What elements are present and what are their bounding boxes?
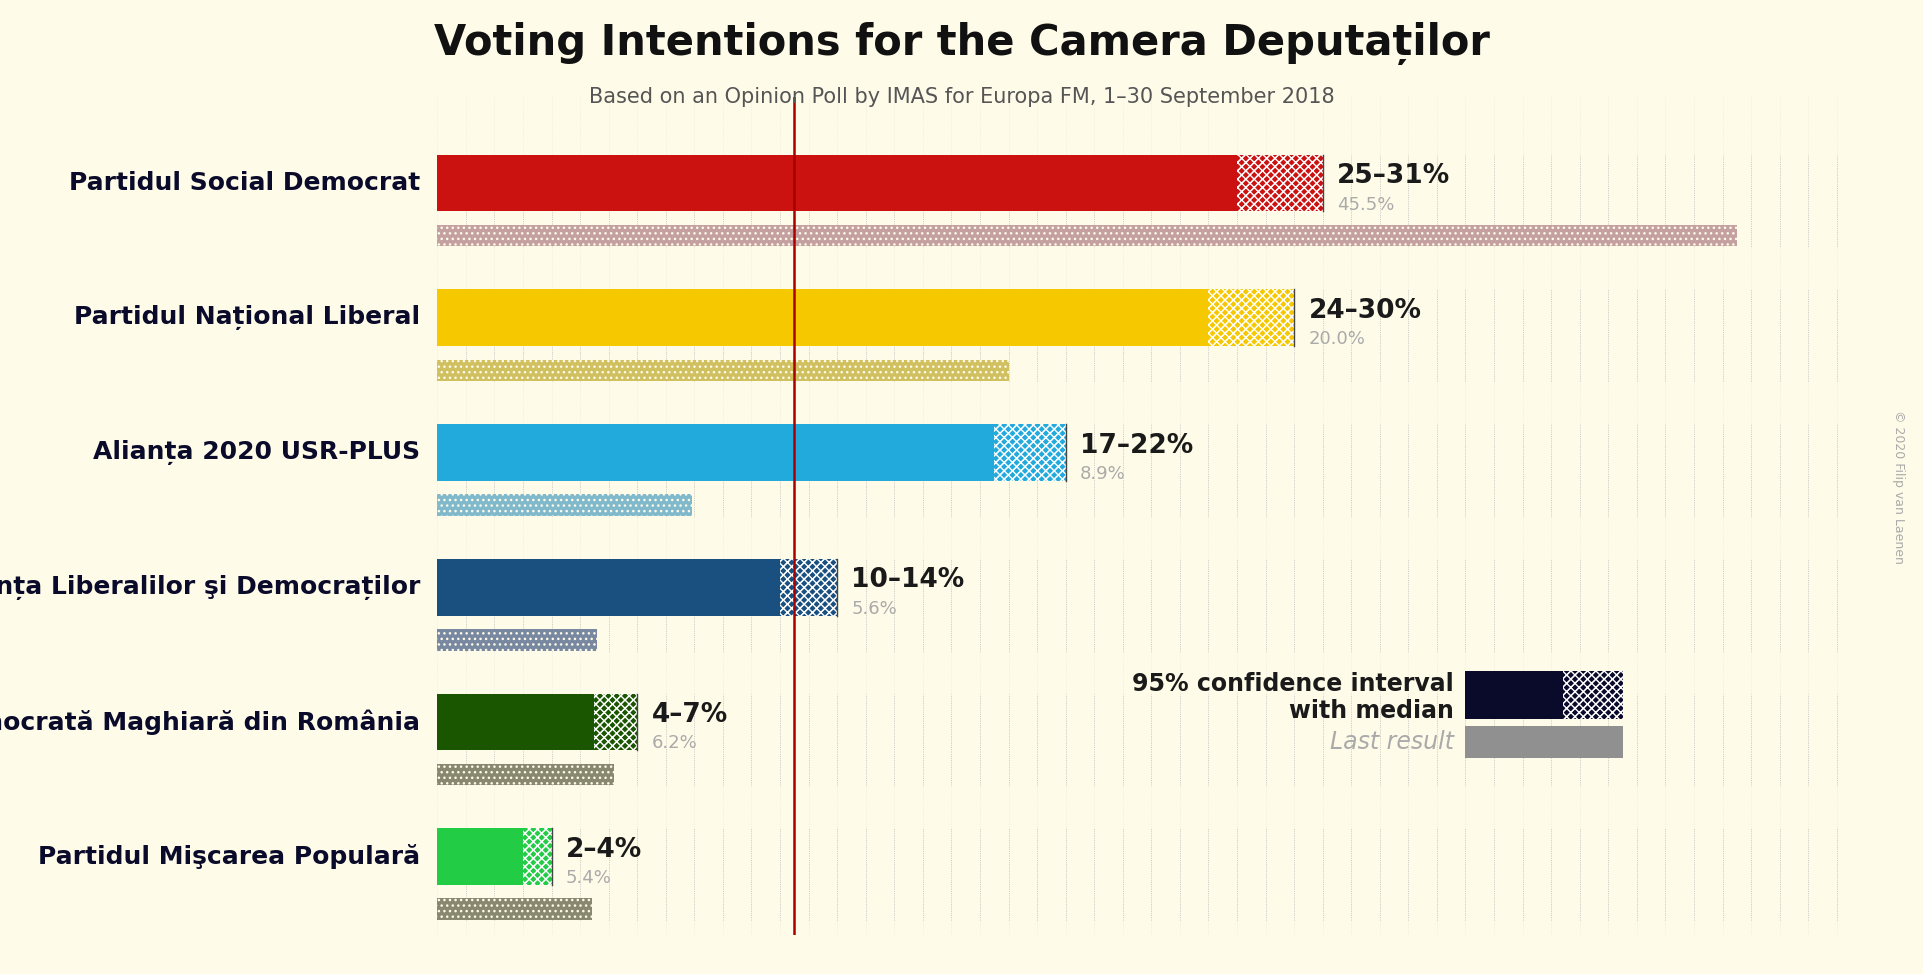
Bar	[437, 425, 994, 481]
Bar	[1465, 671, 1563, 719]
Bar	[437, 898, 592, 920]
Bar	[994, 425, 1065, 481]
Bar	[1208, 289, 1294, 346]
Bar	[523, 828, 552, 885]
Bar	[994, 425, 1065, 481]
Text: 5.6%: 5.6%	[852, 600, 898, 618]
Bar	[523, 828, 552, 885]
Bar	[437, 359, 1008, 381]
Bar	[437, 494, 692, 516]
Text: 6.2%: 6.2%	[652, 734, 698, 753]
Text: Based on an Opinion Poll by IMAS for Europa FM, 1–30 September 2018: Based on an Opinion Poll by IMAS for Eur…	[588, 88, 1335, 107]
Bar	[781, 559, 837, 616]
Text: 4–7%: 4–7%	[652, 702, 727, 729]
Text: Partidul Mişcarea Populară: Partidul Mişcarea Populară	[38, 844, 421, 869]
Bar	[437, 693, 594, 750]
Text: 25–31%: 25–31%	[1336, 164, 1450, 189]
Bar	[437, 289, 1208, 346]
Bar	[523, 828, 552, 885]
Bar	[594, 693, 637, 750]
Bar	[1208, 289, 1294, 346]
Text: © 2020 Filip van Laenen: © 2020 Filip van Laenen	[1892, 410, 1904, 564]
Bar	[437, 494, 692, 516]
Bar	[437, 155, 1236, 211]
Text: 20.0%: 20.0%	[1308, 330, 1365, 349]
Bar	[1236, 155, 1323, 211]
Bar	[594, 693, 637, 750]
Text: Alianța 2020 USR-PLUS: Alianța 2020 USR-PLUS	[92, 440, 421, 465]
Text: 5.4%: 5.4%	[565, 869, 612, 887]
Bar	[1208, 289, 1294, 346]
Bar	[437, 359, 1008, 381]
Bar	[1563, 671, 1623, 719]
Text: 10–14%: 10–14%	[852, 568, 965, 593]
Text: 45.5%: 45.5%	[1336, 196, 1394, 213]
Bar	[1465, 726, 1623, 759]
Text: Voting Intentions for the Camera Deputaților: Voting Intentions for the Camera Deputaț…	[433, 22, 1490, 65]
Bar	[781, 559, 837, 616]
Bar	[1236, 155, 1323, 211]
Text: 95% confidence interval: 95% confidence interval	[1133, 672, 1454, 696]
Text: Partidul Social Democrat: Partidul Social Democrat	[69, 171, 421, 195]
Text: 8.9%: 8.9%	[1081, 465, 1125, 483]
Text: 24–30%: 24–30%	[1308, 298, 1421, 324]
Bar	[437, 559, 781, 616]
Bar	[1563, 671, 1623, 719]
Bar	[437, 225, 1736, 246]
Text: Last result: Last result	[1331, 730, 1454, 754]
Bar	[437, 764, 615, 785]
Bar	[994, 425, 1065, 481]
Bar	[437, 828, 523, 885]
Bar	[437, 898, 592, 920]
Bar	[594, 693, 637, 750]
Bar	[437, 629, 598, 651]
Text: Uniunea Democrată Maghiară din România: Uniunea Democrată Maghiară din România	[0, 709, 421, 734]
Text: Partidul Național Liberal: Partidul Național Liberal	[75, 305, 421, 330]
Bar	[781, 559, 837, 616]
Bar	[1236, 155, 1323, 211]
Text: 2–4%: 2–4%	[565, 837, 642, 863]
Text: Partidul Alianța Liberalilor şi Democraților: Partidul Alianța Liberalilor şi Democraț…	[0, 575, 421, 600]
Bar	[437, 225, 1736, 246]
Bar	[437, 764, 615, 785]
Bar	[437, 629, 598, 651]
Text: with median: with median	[1288, 699, 1454, 723]
Text: 17–22%: 17–22%	[1081, 432, 1192, 459]
Bar	[1563, 671, 1623, 719]
